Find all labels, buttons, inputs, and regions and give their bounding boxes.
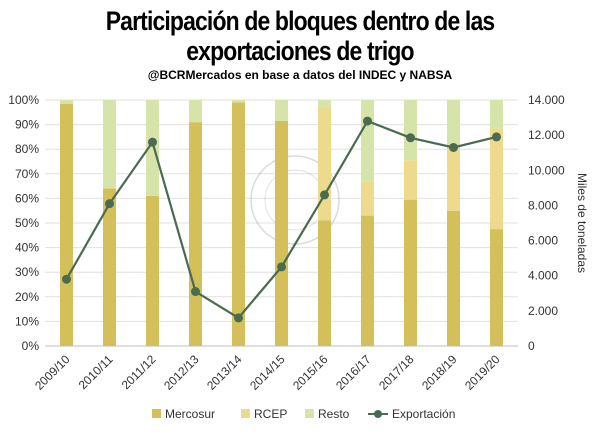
point-exportacion — [62, 274, 71, 284]
bar-mercosur — [189, 122, 202, 346]
bar-mercosur — [232, 102, 245, 347]
point-exportacion — [406, 133, 415, 143]
bar-mercosur — [318, 220, 331, 346]
right-tick-label: 2.000 — [528, 304, 558, 318]
bar-resto — [447, 100, 460, 147]
left-tick-label: 10% — [15, 314, 39, 328]
right-tick-label: 14.000 — [528, 93, 565, 107]
x-tick-label: 2016/17 — [333, 352, 374, 393]
x-tick-label: 2011/12 — [119, 352, 159, 392]
point-exportacion — [449, 142, 458, 152]
point-exportacion — [277, 262, 286, 272]
x-tick-label: 2012/13 — [161, 352, 202, 393]
legend-label: RCEP — [254, 407, 287, 421]
x-tick-label: 2013/14 — [204, 352, 245, 393]
x-tick-label: 2015/16 — [290, 352, 331, 393]
left-tick-label: 50% — [15, 216, 39, 230]
bar-resto — [361, 100, 374, 182]
bar-mercosur — [404, 199, 417, 346]
bar-rcep — [490, 128, 503, 230]
right-tick-label: 8.000 — [528, 198, 558, 212]
bar-resto — [232, 100, 245, 103]
point-exportacion — [363, 116, 372, 126]
x-tick-label: 2014/15 — [247, 352, 288, 393]
bar-mercosur — [361, 215, 374, 346]
left-tick-label: 80% — [15, 142, 39, 156]
bar-mercosur — [146, 195, 159, 346]
left-tick-label: 20% — [15, 290, 39, 304]
bar-resto — [275, 100, 288, 121]
legend-label: Resto — [318, 407, 350, 421]
bar-resto — [103, 100, 116, 188]
legend-marker — [374, 410, 382, 418]
right-tick-label: 4.000 — [528, 269, 558, 283]
x-tick-label: 2019/20 — [462, 352, 503, 393]
bar-resto — [490, 100, 503, 129]
bar-rcep — [103, 187, 116, 189]
bar-rcep — [447, 146, 460, 211]
seal-inner-ring — [264, 169, 326, 231]
bar-resto — [404, 100, 417, 161]
left-tick-label: 60% — [15, 191, 39, 205]
right-tick-label: 10.000 — [528, 163, 565, 177]
chart-title-line1: Participación de bloques dentro de las — [105, 6, 495, 36]
left-tick-label: 90% — [15, 118, 39, 132]
legend-label: Mercosur — [165, 407, 215, 421]
legend-swatch-resto — [305, 409, 314, 418]
bar-mercosur — [60, 103, 73, 346]
bar-mercosur — [275, 120, 288, 346]
bar-resto — [318, 100, 331, 108]
x-tick-label: 2009/10 — [32, 352, 73, 393]
legend-swatch-mercosur — [152, 409, 161, 418]
left-tick-label: 40% — [15, 241, 39, 255]
x-tick-label: 2018/19 — [419, 352, 460, 393]
bar-mercosur — [447, 210, 460, 346]
left-tick-label: 100% — [8, 93, 39, 107]
left-tick-label: 0% — [22, 339, 40, 353]
x-tick-label: 2017/18 — [376, 352, 417, 393]
bar-resto — [60, 100, 73, 104]
right-tick-label: 12.000 — [528, 128, 565, 142]
bar-mercosur — [490, 229, 503, 346]
bar-resto — [189, 100, 202, 123]
chart-subtitle: @BCRMercados en base a datos del INDEC y… — [147, 68, 453, 82]
legend-label: Exportación — [392, 407, 455, 421]
right-axis-title: Miles de toneladas — [575, 173, 589, 273]
left-tick-label: 70% — [15, 167, 39, 181]
left-tick-label: 30% — [15, 265, 39, 279]
bar-resto — [146, 100, 159, 196]
point-exportacion — [191, 287, 200, 297]
point-exportacion — [148, 137, 157, 147]
chart-title-line2: exportaciones de trigo — [186, 36, 414, 66]
point-exportacion — [492, 132, 501, 142]
legend-swatch-rcep — [241, 409, 250, 418]
point-exportacion — [234, 313, 243, 323]
point-exportacion — [105, 199, 114, 209]
right-tick-label: 0 — [528, 339, 535, 353]
x-tick-label: 2010/11 — [76, 352, 116, 392]
bar-mercosur — [103, 188, 116, 346]
bar-rcep — [404, 160, 417, 200]
right-tick-label: 6.000 — [528, 234, 558, 248]
point-exportacion — [320, 190, 329, 200]
bar-rcep — [361, 181, 374, 216]
